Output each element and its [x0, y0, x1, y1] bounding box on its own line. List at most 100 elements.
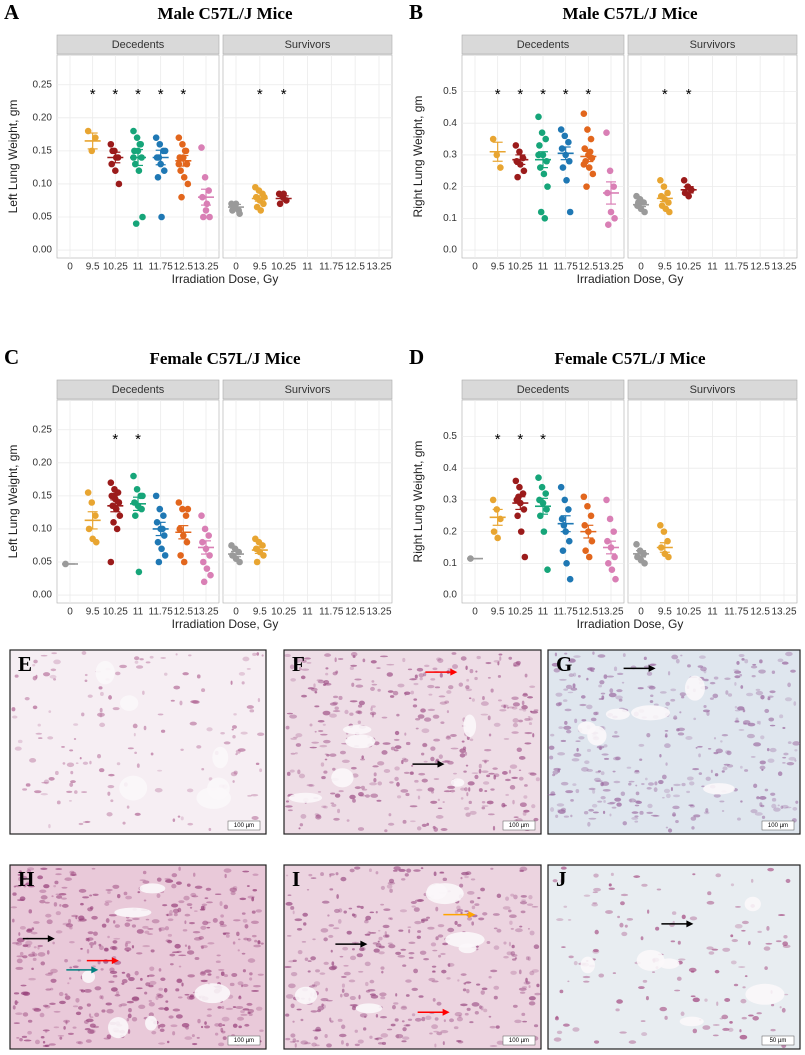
tissue-cell: [158, 927, 162, 932]
tissue-cell: [87, 1029, 95, 1034]
tissue-cell: [225, 1007, 234, 1010]
tissue-cell: [31, 927, 35, 931]
tissue-cell: [108, 914, 117, 917]
tissue-cell: [511, 953, 518, 957]
data-point: [138, 505, 145, 513]
tissue-cell: [769, 690, 776, 694]
significance-label: *: [112, 431, 118, 448]
x-tick-label: 11: [302, 607, 313, 618]
tissue-cell: [675, 658, 680, 664]
tissue-cell: [764, 788, 769, 792]
tissue-cell: [75, 762, 79, 765]
tissue-cell: [616, 689, 623, 693]
tissue-cell: [548, 745, 555, 750]
tissue-cell: [486, 800, 494, 805]
tissue-cell: [142, 880, 150, 884]
tissue-cell: [443, 790, 452, 793]
tissue-cell: [352, 948, 355, 951]
tissue-cell: [726, 750, 732, 756]
tissue-cell: [247, 794, 252, 797]
tissue-cell: [518, 708, 524, 711]
tissue-cell: [346, 930, 352, 935]
tissue-cell: [107, 785, 115, 789]
tissue-cell: [328, 934, 334, 938]
tissue-cell: [689, 781, 695, 786]
tissue-cell: [357, 704, 363, 708]
tissue-cell: [320, 928, 329, 933]
tissue-cell: [150, 752, 154, 756]
tissue-cell: [734, 670, 742, 674]
tissue-cell: [313, 981, 321, 986]
tissue-cell: [25, 882, 32, 886]
tissue-cell: [135, 987, 143, 990]
tissue-cell: [138, 1004, 146, 1009]
tissue-cell: [457, 979, 460, 982]
tissue-cell: [177, 996, 183, 999]
tissue-cell: [386, 672, 393, 677]
data-point: [565, 506, 572, 513]
x-tick-label: 13.25: [771, 262, 796, 273]
tissue-cell: [74, 790, 78, 794]
tissue-cell: [178, 900, 185, 904]
x-tick-label: 0: [638, 262, 644, 273]
tissue-cell: [49, 674, 57, 679]
tissue-cell: [145, 982, 151, 987]
tissue-cell: [64, 993, 68, 996]
tissue-cell: [721, 770, 725, 773]
tissue-cell: [246, 885, 250, 887]
tissue-cell: [397, 683, 405, 688]
tissue-cell: [68, 799, 72, 802]
tissue-cell: [86, 937, 94, 941]
tissue-cell: [675, 820, 679, 824]
tissue-cell: [251, 990, 259, 992]
tissue-cell: [127, 747, 134, 750]
tissue-cell: [616, 802, 622, 807]
tissue-cell: [706, 946, 714, 950]
tissue-cell: [570, 687, 578, 691]
tissue-cell: [342, 946, 349, 951]
tissue-cell: [131, 996, 140, 1001]
data-point: [175, 499, 183, 506]
tissue-cell: [575, 740, 581, 742]
tissue-cell: [702, 709, 711, 713]
tissue-cell: [207, 942, 215, 945]
tissue-cell: [593, 873, 599, 878]
tissue-cell: [112, 707, 120, 711]
tissue-cell: [313, 683, 316, 688]
tissue-cell: [756, 796, 760, 799]
x-tick-label: 13.25: [366, 262, 391, 273]
tissue-cell: [640, 1020, 646, 1023]
tissue-cell: [26, 881, 31, 884]
tissue-cell: [568, 673, 574, 678]
tissue-cell: [250, 794, 259, 797]
tissue-cell: [611, 735, 620, 738]
tissue-cell: [158, 987, 164, 991]
x-tick-label: 0: [233, 607, 239, 618]
tissue-cell: [357, 1039, 364, 1044]
tissue-cell: [710, 769, 713, 774]
histology-image: J50 µm: [547, 864, 801, 1050]
tissue-cell: [225, 933, 230, 938]
tissue-cell: [57, 1034, 65, 1037]
tissue-cell: [505, 778, 511, 782]
tissue-cell: [488, 975, 492, 979]
data-point: [563, 176, 570, 184]
tissue-cell: [380, 1015, 387, 1019]
tissue-cell: [349, 868, 355, 873]
tissue-cell: [198, 936, 204, 940]
tissue-cell: [488, 733, 492, 737]
tissue-cell: [592, 891, 598, 894]
tissue-cell: [712, 1034, 719, 1037]
tissue-cell: [617, 915, 621, 919]
tissue-cell: [145, 918, 150, 921]
tissue-cell: [206, 1014, 212, 1018]
tissue-cell: [758, 720, 761, 725]
y-tick-label: 0.00: [33, 590, 53, 601]
tissue-cell: [151, 919, 160, 924]
tissue-cell: [639, 758, 643, 761]
tissue-cell: [410, 690, 415, 695]
tissue-cell: [31, 967, 34, 971]
data-point: [665, 199, 672, 206]
tissue-cell: [602, 788, 611, 792]
